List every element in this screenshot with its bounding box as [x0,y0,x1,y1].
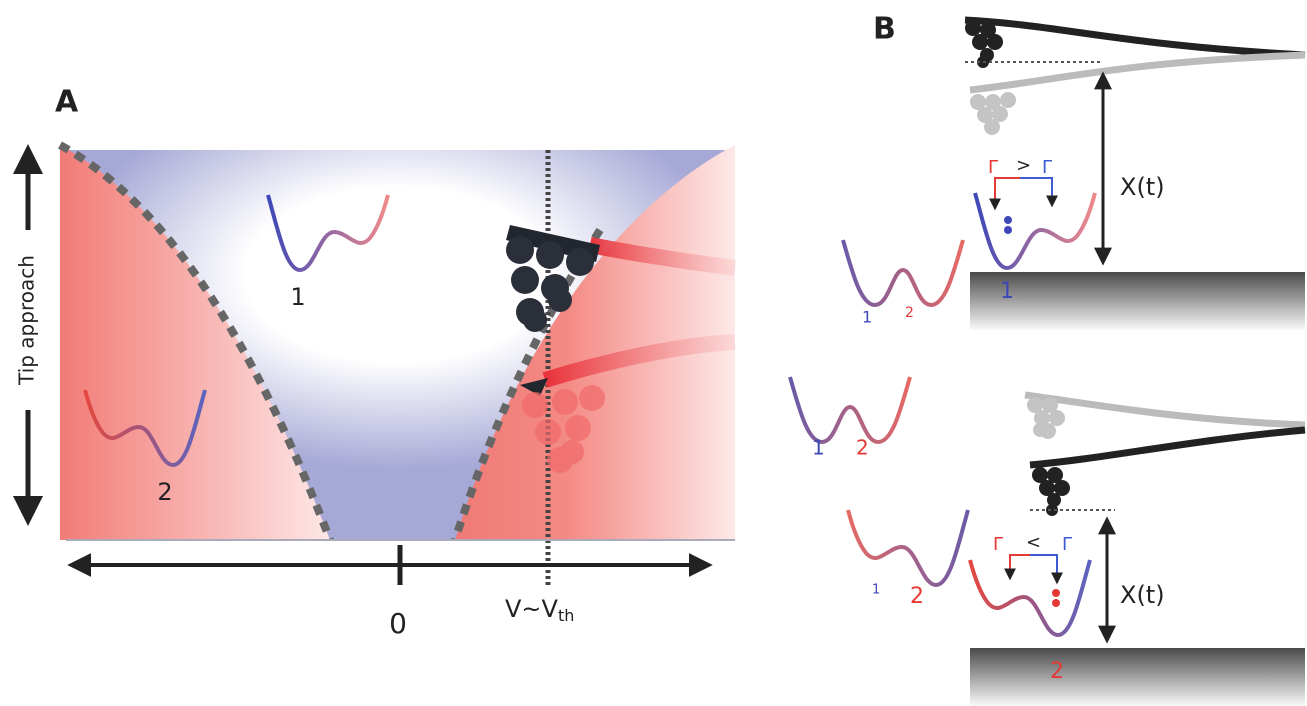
threshold-sub: th [558,606,574,625]
well-label: 2 [856,436,869,460]
surface [970,648,1305,706]
well [848,510,968,585]
page: {"panel_a": {"label": "A", "y_axis_label… [0,0,1307,706]
rate-label: Γ [1062,534,1072,555]
cantilever-active [965,20,1305,55]
well-label: 1 [812,436,825,460]
transition-wells: 1 2 1 2 1 2 [790,240,968,609]
phase-diagram [60,145,735,585]
displacement-label: X(t) [1120,581,1165,609]
panel-label: A [55,85,79,120]
well-label: 2 [905,305,914,321]
cantilever-active [1030,430,1305,465]
tip-atoms [1032,467,1070,516]
state-label: 2 [1050,659,1064,684]
cantilever-previous [1025,395,1305,425]
state-label: 2 [157,478,172,506]
comparison: > [1016,155,1031,176]
cantilever-previous [970,55,1305,90]
top-scenario: X(t) Γ > Γ 1 [965,20,1305,330]
state-label: 1 [290,283,305,311]
well [790,377,910,442]
y-axis-label: Tip approach [15,255,39,386]
rate-arrow [1020,178,1052,205]
rate-arrow [1030,555,1057,582]
well-label: 2 [910,584,924,609]
well-label: 1 [872,583,880,598]
well [970,560,1090,635]
occupation [1004,226,1012,234]
y-axis: Tip approach [15,150,39,520]
origin-label: 0 [389,607,407,640]
tip-atoms-faded [970,92,1016,135]
well [975,193,1095,268]
rate-label: Γ [988,157,998,178]
rate-arrow [1010,555,1030,578]
occupation [1052,599,1060,607]
x-axis: 0 V~Vth [72,545,708,640]
rate-arrow [995,178,1020,208]
displacement-label: X(t) [1120,173,1165,201]
rate-label: Γ [993,534,1003,555]
threshold-label: V~Vth [505,595,574,625]
threshold-main: V~V [505,595,559,623]
well [843,240,963,305]
comparison: < [1026,532,1041,553]
rate-label: Γ [1042,157,1052,178]
surface [970,272,1305,330]
tip-atoms [965,20,1003,68]
figure: A 1 2 Tip approach 0 V~Vth B X(t) Γ > Γ … [0,0,1307,706]
panel-label: B [873,12,896,47]
state-label: 1 [1000,279,1014,304]
bottom-scenario: X(t) Γ < Γ 2 [970,395,1305,706]
well-label: 1 [862,308,872,327]
occupation [1052,589,1060,597]
occupation [1004,216,1012,224]
